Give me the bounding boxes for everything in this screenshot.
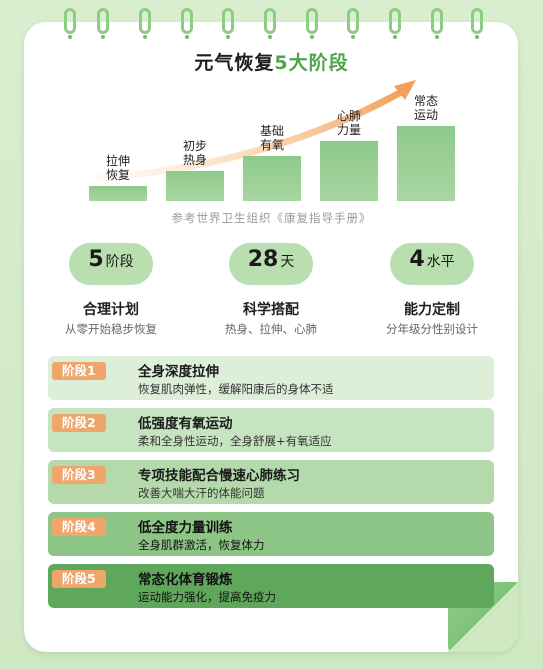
stat-block: 5 阶段合理计划从零开始稳步恢复 [36, 243, 186, 337]
stat-number: 5 [88, 247, 104, 272]
chart-bar [166, 171, 224, 201]
binder-ring-icon [389, 8, 401, 39]
chart-bar-label: 初步 热身 [182, 139, 207, 167]
stage-tag: 阶段2 [52, 414, 106, 432]
growth-arrow-icon [96, 80, 416, 182]
binder-ring-icon [347, 8, 359, 39]
stat-number: 28 [247, 247, 279, 272]
poster-title: 元气恢复5大阶段 [0, 48, 543, 75]
stage-row: 阶段4 低全度力量训练全身肌群激活，恢复体力 [48, 512, 494, 556]
chart-bar-label: 基础 有氧 [259, 124, 284, 152]
binder-ring-icon [181, 8, 193, 39]
stat-pill: 5 阶段 [69, 243, 153, 285]
stage-tag: 阶段1 [52, 362, 106, 380]
binder-ring-icon [97, 8, 109, 39]
stage-title: 低强度有氧运动 [138, 416, 233, 432]
stage-title: 低全度力量训练 [138, 520, 233, 536]
stage-description: 恢复肌肉弹性，缓解阳康后的身体不适 [138, 382, 334, 396]
stage-description: 柔和全身性运动，全身舒展+有氧适应 [138, 434, 332, 448]
binder-rings [0, 8, 543, 39]
stat-unit: 水平 [426, 254, 455, 270]
stage-row: 阶段3 专项技能配合慢速心肺练习 改善大喘大汗的体能问题 [48, 460, 494, 504]
stage-row: 阶段5 常态化体育锻炼运动能力强化，提高免疫力 [48, 564, 494, 608]
stat-block: 28 天科学搭配热身、拉伸、心肺 [196, 243, 346, 337]
stat-title: 能力定制 [404, 302, 460, 318]
chart-bar [243, 156, 301, 201]
stage-tag: 阶段4 [52, 518, 106, 536]
stat-subtitle: 从零开始稳步恢复 [65, 322, 157, 336]
chart-bar-label: 拉伸 恢复 [105, 154, 130, 182]
stage-description: 全身肌群激活，恢复体力 [138, 538, 265, 552]
stat-pill: 4 水平 [390, 243, 474, 285]
binder-ring-icon [264, 8, 276, 39]
stage-row: 阶段1 全身深度拉伸恢复肌肉弹性，缓解阳康后的身体不适 [48, 356, 494, 400]
stat-number: 4 [409, 247, 425, 272]
stat-unit: 阶段 [105, 254, 134, 270]
stage-title: 常态化体育锻炼 [138, 572, 233, 588]
binder-ring-icon [222, 8, 234, 39]
stage-description: 改善大喘大汗的体能问题 [138, 486, 265, 500]
title-highlight: 5大阶段 [274, 52, 349, 74]
stat-title: 合理计划 [83, 302, 139, 318]
stage-description: 运动能力强化，提高免疫力 [138, 590, 276, 604]
stat-unit: 天 [280, 254, 295, 270]
stat-title: 科学搭配 [243, 302, 299, 318]
stat-pill: 28 天 [229, 243, 313, 285]
binder-ring-icon [471, 8, 483, 39]
chart-bar [397, 126, 455, 201]
stage-bar-chart: 拉伸 恢复 初步 热身 基础 有氧 心肺 力量 常态 运动 [0, 0, 543, 230]
binder-ring-icon [431, 8, 443, 39]
stage-title: 专项技能配合慢速心肺练习 [138, 468, 300, 484]
chart-bar-label: 心肺 力量 [336, 109, 361, 137]
stat-subtitle: 分年级分性别设计 [386, 322, 478, 336]
stage-row: 阶段2 低强度有氧运动柔和全身性运动，全身舒展+有氧适应 [48, 408, 494, 452]
binder-ring-icon [64, 8, 76, 39]
binder-ring-icon [139, 8, 151, 39]
title-prefix: 元气恢复 [194, 52, 275, 74]
binder-ring-icon [306, 8, 318, 39]
chart-bar [320, 141, 378, 201]
source-note: 参考世界卫生组织《康复指导手册》 [171, 211, 372, 225]
stage-tag: 阶段3 [52, 466, 106, 484]
chart-bar-label: 常态 运动 [413, 94, 438, 122]
stat-subtitle: 热身、拉伸、心肺 [225, 322, 317, 336]
chart-bar [89, 186, 147, 201]
stage-tag: 阶段5 [52, 570, 106, 588]
stat-block: 4 水平能力定制分年级分性别设计 [357, 243, 507, 337]
stage-title: 全身深度拉伸 [138, 364, 219, 380]
